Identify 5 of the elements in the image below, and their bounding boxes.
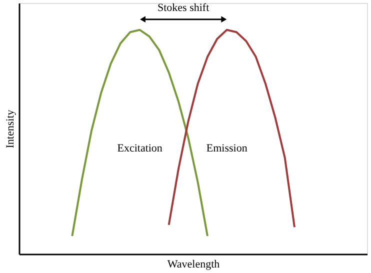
annotation: Excitation [117,142,163,155]
annotation: Emission [206,142,248,155]
x-axis-title: Wavelength [167,258,220,270]
y-axis-title: Intensity [4,109,16,148]
text: Stokes shift [158,2,210,14]
